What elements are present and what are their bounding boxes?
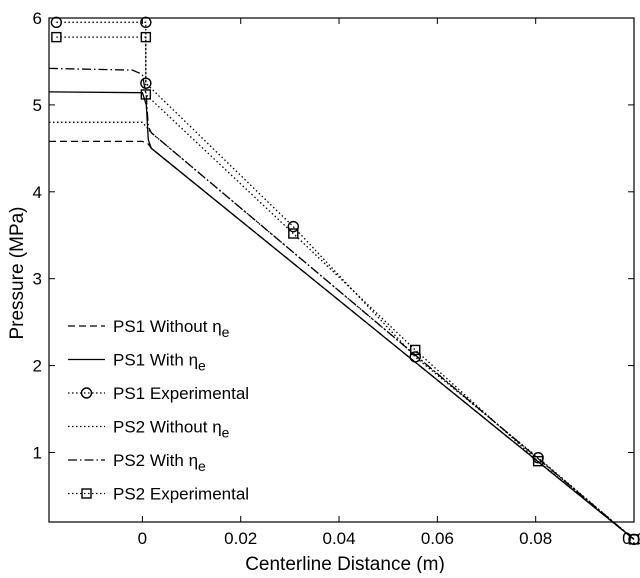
- y-tick-label: 3: [33, 270, 42, 289]
- data-point: [410, 344, 421, 356]
- legend-subscript: e: [198, 458, 206, 474]
- y-tick-label: 5: [33, 96, 42, 115]
- x-axis-label: Centerline Distance (m): [245, 554, 445, 573]
- series-line-6: [56, 36, 635, 540]
- series-line-2: [48, 91, 635, 540]
- y-tick-label: 6: [33, 9, 42, 28]
- x-tick-label: 0: [138, 529, 147, 548]
- plot-area-frame: [48, 17, 635, 523]
- y-axis-label: Pressure (MPa): [7, 206, 28, 339]
- x-tick-label: 0.1: [622, 529, 640, 548]
- legend-marker: [81, 488, 92, 499]
- data-point: [140, 16, 152, 29]
- legend-label-3: PS1 Experimental: [113, 384, 249, 403]
- x-tick-label: 0.08: [519, 529, 552, 548]
- data-point: [50, 16, 63, 29]
- y-tick-label: 1: [33, 443, 42, 462]
- legend-label-1: PS1 Without ηe: [113, 317, 230, 340]
- data-point: [409, 351, 421, 363]
- legend-subscript: e: [198, 358, 206, 374]
- data-point: [287, 220, 300, 233]
- legend-label-4: PS2 Without ηe: [113, 418, 230, 441]
- data-point: [532, 455, 544, 467]
- legend-marker: [80, 387, 93, 399]
- series-line-3: [56, 21, 635, 540]
- legend-subscript: e: [222, 324, 230, 340]
- legend-label-5: PS2 With ηe: [113, 451, 206, 474]
- legend-label-2: PS1 With ηe: [113, 351, 206, 374]
- series-layer: [48, 16, 640, 546]
- x-tick-label: 0.06: [421, 529, 454, 548]
- data-point: [288, 228, 299, 239]
- legend-subscript: e: [222, 425, 230, 441]
- data-point: [140, 31, 152, 43]
- x-tick-label: 0.04: [322, 529, 355, 548]
- series-line-5: [48, 67, 635, 540]
- data-point: [140, 89, 152, 100]
- legend: PS1 Without ηe PS1 With ηe PS1 Experimenta…: [68, 317, 249, 504]
- x-tick-label: 0.02: [224, 529, 257, 548]
- series-line-1: [49, 140, 635, 540]
- data-point: [628, 534, 640, 545]
- data-point: [140, 77, 152, 89]
- legend-label-6: PS2 Experimental: [113, 485, 249, 504]
- axes-layer: 0 0.02 0.04 0.06 0.08 0.1 1 2 3 4 5 6: [33, 9, 640, 548]
- y-tick-label: 2: [33, 357, 42, 376]
- data-point: [51, 31, 62, 43]
- y-tick-label: 4: [33, 183, 42, 202]
